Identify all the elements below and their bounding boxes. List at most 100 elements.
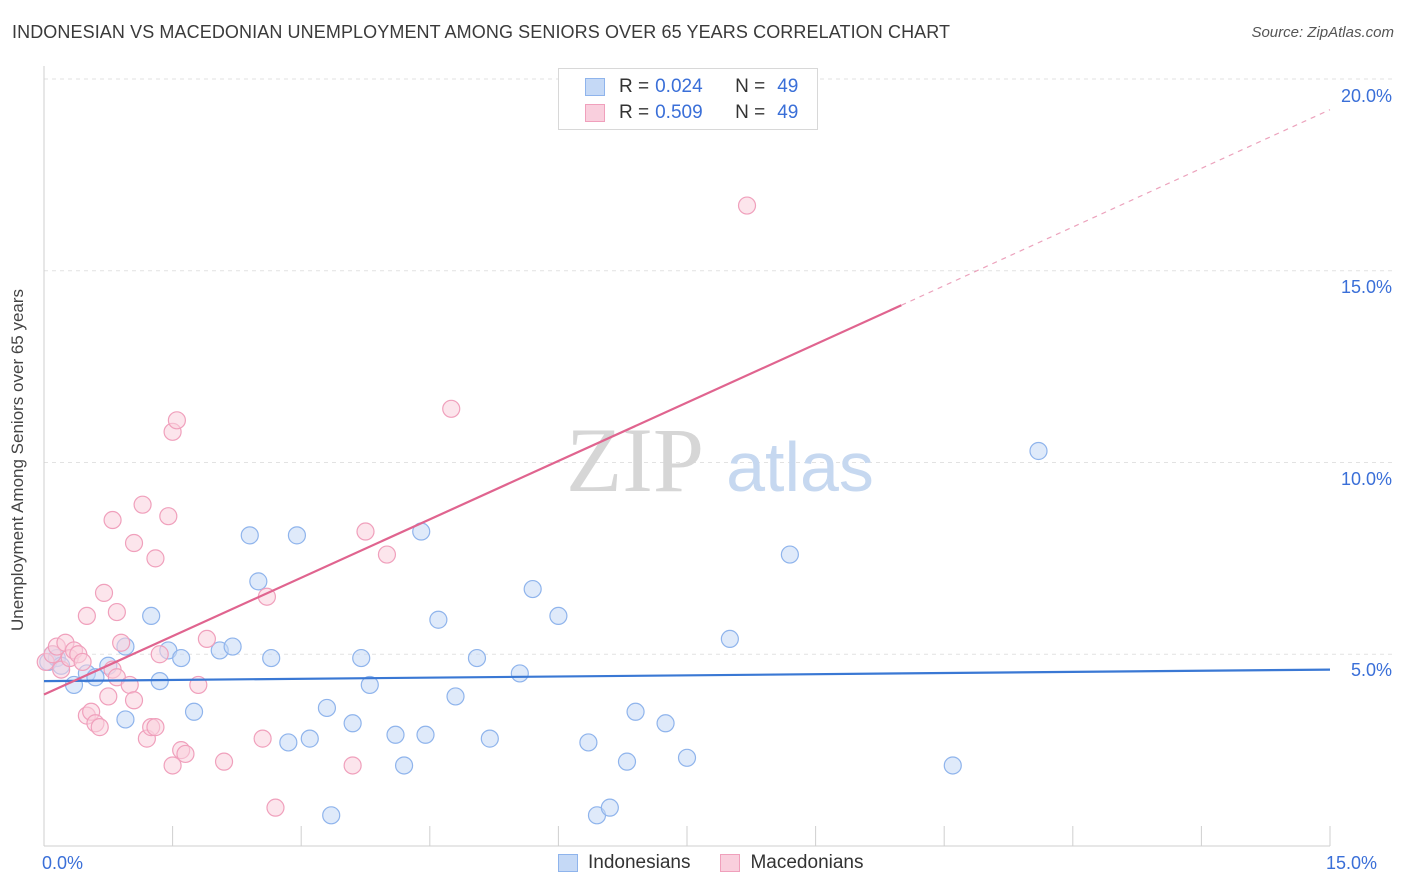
point-indonesians [343,714,362,733]
point-indonesians [943,756,962,775]
point-indonesians [360,675,379,695]
y-tick-label-15: 15.0% [1340,277,1392,297]
trend-line-indonesians [43,668,1331,683]
legend-n-label: N = [735,102,766,123]
point-macedonians [253,729,272,748]
point-indonesians [656,714,675,733]
legend-label-indonesians: Indonesians [588,852,691,873]
point-macedonians [94,583,114,602]
point-indonesians [523,579,542,599]
legend-n-value: 49 [777,102,799,123]
point-indonesians [142,606,161,626]
chart-title: INDONESIAN VS MACEDONIAN UNEMPLOYMENT AM… [12,22,951,42]
point-macedonians [214,752,234,771]
point-macedonians [112,633,131,652]
point-indonesians [287,526,307,545]
point-macedonians [176,744,195,764]
point-indonesians [600,798,619,817]
legend-row-macedonians: R = 0.509 N = 49 [585,101,798,125]
axes [43,66,1331,847]
point-indonesians [240,526,259,545]
point-indonesians [262,648,281,668]
legend-swatch-pink [585,104,605,122]
legend-swatch-blue [585,78,605,96]
y-tick-label-20: 20.0% [1340,86,1392,106]
legend-swatch-blue [558,854,578,872]
grid-lines [44,78,1394,655]
point-macedonians [266,798,285,817]
point-macedonians [343,756,362,775]
trend-line-macedonians [43,304,902,696]
point-macedonians [133,495,152,514]
point-macedonians [107,602,126,622]
point-macedonians [197,629,216,649]
point-macedonians [124,533,144,553]
point-macedonians [146,718,165,737]
point-indonesians [416,725,435,744]
legend-n-label: N = [735,76,766,97]
point-indonesians [223,637,242,656]
point-indonesians [720,629,739,649]
point-indonesians [626,702,645,721]
point-indonesians [510,664,529,683]
point-indonesians [617,752,637,771]
point-macedonians [737,196,757,215]
y-tick-label-10: 10.0% [1340,469,1392,489]
point-indonesians [184,702,204,721]
point-indonesians [386,725,405,744]
x-tick-label-max: 15.0% [1326,853,1378,873]
watermark-zip: ZIP [566,409,704,511]
point-macedonians [103,510,122,530]
legend-label-macedonians: Macedonians [750,852,864,873]
point-macedonians [356,522,375,541]
point-indonesians [394,756,414,775]
trend-extension-macedonians [901,109,1331,306]
legend-item-indonesians[interactable]: Indonesians [558,852,690,874]
point-indonesians [317,698,337,718]
point-indonesians [467,648,487,668]
point-indonesians [446,687,465,706]
point-indonesians [549,606,568,626]
point-macedonians [150,645,169,664]
series-legend: Indonesians Macedonians [558,852,894,874]
correlation-legend: R = 0.024 N = 49 R = 0.509 N = 49 [558,68,818,130]
legend-n-value: 49 [777,76,799,97]
point-macedonians [120,675,139,695]
legend-r-label: R = [619,76,650,97]
point-indonesians [1029,441,1048,461]
point-macedonians [146,549,165,568]
y-tick-label-5: 5.0% [1350,660,1392,680]
legend-r-value: 0.024 [655,76,703,97]
point-macedonians [442,399,461,418]
point-indonesians [579,733,598,752]
point-macedonians [90,718,109,737]
legend-row-indonesians: R = 0.024 N = 49 [585,75,798,99]
trend-lines [43,109,1331,696]
legend-swatch-pink [720,854,741,872]
point-indonesians [480,729,499,748]
point-indonesians [300,729,319,748]
point-macedonians [124,691,144,710]
point-indonesians [249,572,268,591]
point-indonesians [780,545,799,564]
legend-r-value: 0.509 [655,102,703,123]
point-indonesians [116,710,135,729]
point-macedonians [77,606,96,626]
data-points [36,196,1048,825]
point-macedonians [163,756,182,775]
legend-r-label: R = [619,102,650,123]
point-macedonians [167,411,186,430]
x-tick-label-min: 0.0% [42,853,84,873]
point-indonesians [352,648,371,668]
point-indonesians [429,610,448,629]
point-macedonians [159,507,178,526]
point-indonesians [322,806,341,825]
point-macedonians [73,652,92,672]
point-macedonians [377,545,397,564]
watermark-atlas: atlas [726,428,874,506]
y-axis-label: Unemployment Among Seniors over 65 years [8,288,27,632]
legend-item-macedonians[interactable]: Macedonians [720,852,864,874]
point-indonesians [677,748,697,767]
source-credit: Source: ZipAtlas.com [1251,24,1394,41]
